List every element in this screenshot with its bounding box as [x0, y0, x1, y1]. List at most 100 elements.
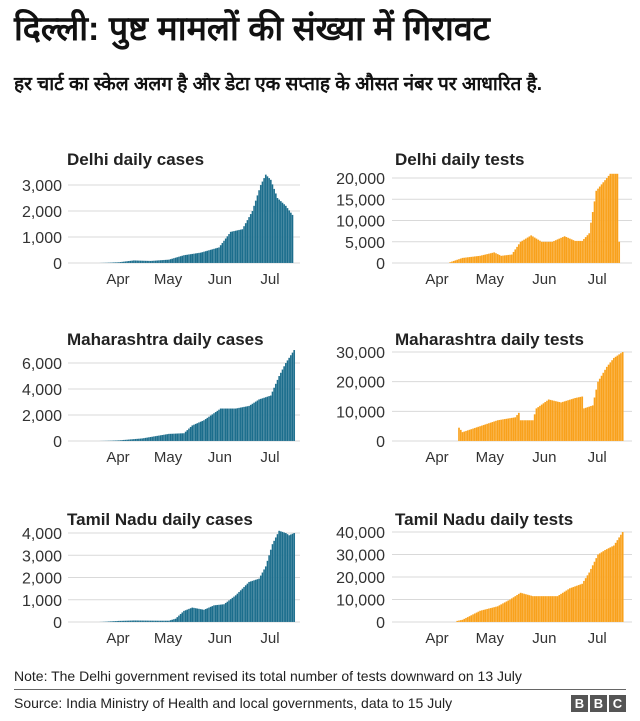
bar — [570, 587, 573, 623]
bar — [498, 419, 501, 442]
bar — [487, 608, 490, 623]
bar — [528, 595, 531, 623]
bar — [271, 391, 274, 442]
bar — [284, 205, 287, 264]
bar — [494, 253, 497, 264]
bar — [142, 437, 145, 442]
bar — [244, 222, 247, 264]
bar — [223, 604, 226, 623]
bar — [236, 230, 239, 264]
bar — [199, 421, 202, 442]
y-tick-label: 2,000 — [22, 571, 62, 588]
bar — [136, 438, 139, 442]
bar — [273, 188, 276, 264]
y-tick-label: 0 — [53, 434, 62, 451]
bar — [276, 379, 279, 442]
bar — [218, 604, 221, 623]
bar — [132, 260, 135, 264]
bar — [132, 438, 135, 442]
bar — [196, 252, 199, 264]
bar — [493, 607, 496, 623]
bar — [528, 420, 531, 442]
bar — [602, 182, 605, 264]
bar — [166, 620, 169, 623]
x-tick-label: May — [154, 630, 183, 647]
x-tick-label: Jun — [208, 271, 232, 288]
bar — [141, 438, 144, 442]
bar — [114, 440, 117, 442]
bar — [602, 550, 605, 623]
bar — [602, 372, 605, 442]
bar — [246, 219, 249, 264]
bar — [289, 355, 292, 442]
y-tick-label: 40,000 — [336, 525, 385, 542]
bar — [254, 579, 257, 623]
bar — [579, 584, 582, 623]
bar — [214, 604, 217, 623]
bar — [249, 404, 252, 442]
bar — [196, 608, 199, 623]
bar — [172, 619, 175, 623]
bar — [577, 240, 580, 264]
bar — [211, 249, 214, 264]
bar — [156, 620, 159, 623]
bar — [238, 407, 241, 442]
bar — [588, 233, 591, 264]
chart-title: Delhi daily tests — [395, 150, 524, 169]
bar — [593, 201, 596, 264]
bar — [216, 604, 219, 623]
bar — [126, 261, 129, 264]
bar — [219, 408, 222, 442]
bar — [558, 594, 561, 623]
bar — [156, 435, 159, 442]
bar — [456, 259, 459, 264]
bar — [238, 591, 241, 623]
bar — [512, 251, 515, 264]
bar — [521, 420, 524, 442]
bar — [582, 408, 585, 442]
x-tick-label: Jul — [588, 630, 607, 647]
bar — [461, 619, 464, 623]
bar — [171, 433, 174, 442]
bar — [211, 605, 214, 623]
bar — [274, 383, 277, 442]
bar — [288, 535, 291, 623]
bar — [261, 181, 264, 264]
bar — [482, 424, 485, 442]
bar — [234, 230, 237, 264]
bar — [166, 259, 169, 264]
bar — [271, 184, 274, 264]
y-tick-label: 10,000 — [336, 404, 385, 421]
bar — [540, 404, 543, 442]
bar — [228, 408, 231, 442]
bar — [174, 257, 177, 264]
bar — [510, 254, 513, 264]
bar — [612, 545, 615, 623]
bar — [512, 597, 515, 623]
bar — [111, 621, 114, 623]
bar — [554, 595, 557, 623]
bar — [169, 620, 172, 623]
bar — [226, 601, 229, 623]
bar — [575, 585, 578, 623]
bar — [545, 595, 549, 623]
bar — [224, 408, 227, 442]
bar — [161, 620, 164, 623]
y-tick-label: 1,000 — [22, 230, 62, 247]
bar — [208, 416, 210, 442]
x-tick-label: May — [476, 630, 505, 647]
bar — [619, 534, 622, 623]
bar — [233, 408, 236, 442]
bar — [477, 426, 480, 442]
bar — [533, 595, 536, 623]
x-tick-label: Jun — [208, 449, 232, 466]
bar — [226, 236, 229, 264]
bar — [246, 406, 249, 442]
bar — [568, 238, 571, 264]
bar — [509, 418, 512, 442]
bar — [604, 369, 607, 442]
bar — [286, 207, 289, 264]
bar — [176, 257, 179, 264]
bar — [251, 403, 254, 442]
bar — [466, 257, 469, 264]
